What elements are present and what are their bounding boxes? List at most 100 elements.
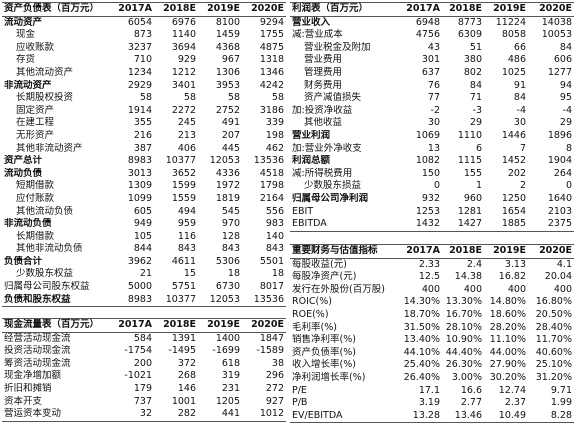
row-label: 营业收入 bbox=[292, 16, 331, 28]
header-cell: 2020E bbox=[528, 2, 574, 17]
header-cell: 资产负债表（百万元） bbox=[2, 2, 110, 17]
row-label: 每股净资产(元) bbox=[292, 271, 357, 283]
cell-value: 40.60% bbox=[535, 346, 572, 358]
cell-value: 16.6 bbox=[460, 384, 482, 396]
cell-value: 13.30% bbox=[445, 296, 482, 308]
cell-value: 2.33 bbox=[418, 258, 440, 270]
table-row: 毛利率(%) 31.50% 28.10% 28.20% 28.40% bbox=[290, 322, 574, 335]
cell-value: 1115 bbox=[457, 155, 482, 167]
table-row: 每股收益(元) 2.33 2.4 3.13 4.1 bbox=[290, 258, 574, 271]
cell-value: 710 bbox=[133, 54, 152, 66]
cell-value: 27.90% bbox=[489, 359, 526, 371]
cell-value: 491 bbox=[221, 117, 240, 129]
row-label: 归属母公司净利润 bbox=[292, 192, 369, 204]
header-cell: 2018E bbox=[442, 2, 484, 17]
cell-value: 14.80% bbox=[489, 296, 526, 308]
cell-value: 200 bbox=[133, 357, 152, 369]
row-label: 销售净利率(%) bbox=[292, 334, 356, 346]
table-row: 资产总计 8983 10377 12053 13536 bbox=[2, 155, 286, 168]
cell-value: 155 bbox=[463, 167, 482, 179]
row-label: 毛利率(%) bbox=[292, 321, 337, 333]
cell-value: 8773 bbox=[457, 16, 482, 28]
table-row: 少数股东权益 21 15 18 18 bbox=[2, 268, 286, 281]
cell-value: 18.60% bbox=[489, 308, 526, 320]
row-label: 净利润增长率(%) bbox=[292, 371, 366, 383]
header-cell: 2019E bbox=[484, 2, 528, 17]
header-cell: 2020E bbox=[242, 2, 286, 17]
table-row: 流动负债 3013 3652 4336 4518 bbox=[2, 168, 286, 181]
cell-value: 1110 bbox=[457, 129, 482, 141]
cell-value: 355 bbox=[133, 117, 152, 129]
row-label: 其他非流动资产 bbox=[16, 142, 83, 154]
cell-value: 12053 bbox=[198, 293, 242, 308]
cell-value: 1309 bbox=[127, 180, 152, 192]
table-row: 在建工程 355 245 491 339 bbox=[2, 117, 286, 130]
cell-value: 5000 bbox=[127, 281, 152, 293]
cell-value: 1277 bbox=[547, 66, 572, 78]
header-row: 资产负债表（百万元） 2017A 2018E 2019E 2020E bbox=[2, 2, 286, 17]
row-label: 发行在外股份(百万股) bbox=[292, 283, 385, 295]
cell-value: 28.40% bbox=[535, 321, 572, 333]
row-label: 经营活动现金流 bbox=[4, 332, 71, 344]
table-row: 营运资本变动 32 282 441 1012 bbox=[2, 408, 286, 422]
cell-value: 30 bbox=[427, 117, 440, 129]
table-row: 存货 710 929 967 1318 bbox=[2, 54, 286, 67]
row-label: 应收账款 bbox=[16, 41, 55, 53]
cell-value: 8 bbox=[565, 142, 572, 154]
header-cell: 重要财务与估值指标 bbox=[290, 244, 400, 259]
row-label: 收入增长率(%) bbox=[292, 359, 356, 371]
cell-value: 13.46 bbox=[442, 409, 484, 424]
row-label: 减:所得税费用 bbox=[292, 167, 353, 179]
cell-value: 932 bbox=[421, 192, 440, 204]
cell-value: 400 bbox=[463, 283, 482, 295]
table-row: 现金 873 1140 1459 1755 bbox=[2, 29, 286, 42]
cell-value: 84 bbox=[559, 41, 572, 53]
cell-value: 400 bbox=[553, 283, 572, 295]
cell-value: 3186 bbox=[259, 104, 284, 116]
row-label: 加:营业外净收支 bbox=[292, 142, 362, 154]
table-row: 归属母公司净利润 932 960 1250 1640 bbox=[290, 193, 574, 206]
table-row: 非流动负债 949 959 970 983 bbox=[2, 218, 286, 231]
cell-value: 30 bbox=[513, 117, 526, 129]
cell-value: 6948 bbox=[415, 16, 440, 28]
cell-value: 29 bbox=[469, 117, 482, 129]
cell-value: -2 bbox=[430, 104, 440, 116]
cell-value: 2164 bbox=[259, 192, 284, 204]
cell-value: 146 bbox=[177, 382, 196, 394]
data-table: 资产负债表（百万元） 2017A 2018E 2019E 2020E 流动资产 6054 69… bbox=[2, 2, 286, 308]
table-row: 少数股东损益 0 1 2 0 bbox=[290, 180, 574, 193]
cell-value: 13.40% bbox=[403, 334, 440, 346]
row-label: 短期借款 bbox=[16, 180, 55, 192]
cell-value: 272 bbox=[265, 382, 284, 394]
cell-value: 1654 bbox=[501, 205, 526, 217]
cell-value: 959 bbox=[177, 218, 196, 230]
row-label: 利润总额 bbox=[292, 155, 331, 167]
row-label: 资产总计 bbox=[4, 155, 43, 167]
cell-value: 14038 bbox=[541, 16, 572, 28]
table-row: 归属母公司股东权益 5000 5751 6730 8017 bbox=[2, 281, 286, 294]
cell-value: 1972 bbox=[215, 180, 240, 192]
header-cell: 2019E bbox=[198, 2, 242, 17]
cell-value: 26.40% bbox=[403, 371, 440, 383]
table-row: 其他流动负债 605 494 545 556 bbox=[2, 206, 286, 219]
cell-value: 0 bbox=[565, 180, 572, 192]
cell-value: 605 bbox=[133, 205, 152, 217]
cell-value: 1798 bbox=[259, 180, 284, 192]
cell-value: 8983 bbox=[110, 293, 154, 308]
table-row: 财务费用 76 84 91 94 bbox=[290, 80, 574, 93]
cell-value: 66 bbox=[513, 41, 526, 53]
table-row: 长期借款 105 116 128 140 bbox=[2, 231, 286, 244]
cell-value: 25.40% bbox=[403, 359, 440, 371]
cell-value: 213 bbox=[177, 129, 196, 141]
row-label: 少数股东权益 bbox=[16, 268, 74, 280]
table-row: 经营活动现金流 584 1391 1400 1847 bbox=[2, 332, 286, 345]
row-label: 筹资活动现金流 bbox=[4, 357, 71, 369]
cell-value: 16.82 bbox=[498, 271, 526, 283]
row-label: 归属母公司股东权益 bbox=[4, 281, 90, 293]
cell-value: 84 bbox=[513, 92, 526, 104]
cell-value: 94 bbox=[559, 79, 572, 91]
cell-value: 95 bbox=[559, 92, 572, 104]
table-row: 发行在外股份(百万股) 400 400 400 400 bbox=[290, 284, 574, 297]
cell-value: 3652 bbox=[171, 167, 196, 179]
row-label: 管理费用 bbox=[304, 66, 343, 78]
